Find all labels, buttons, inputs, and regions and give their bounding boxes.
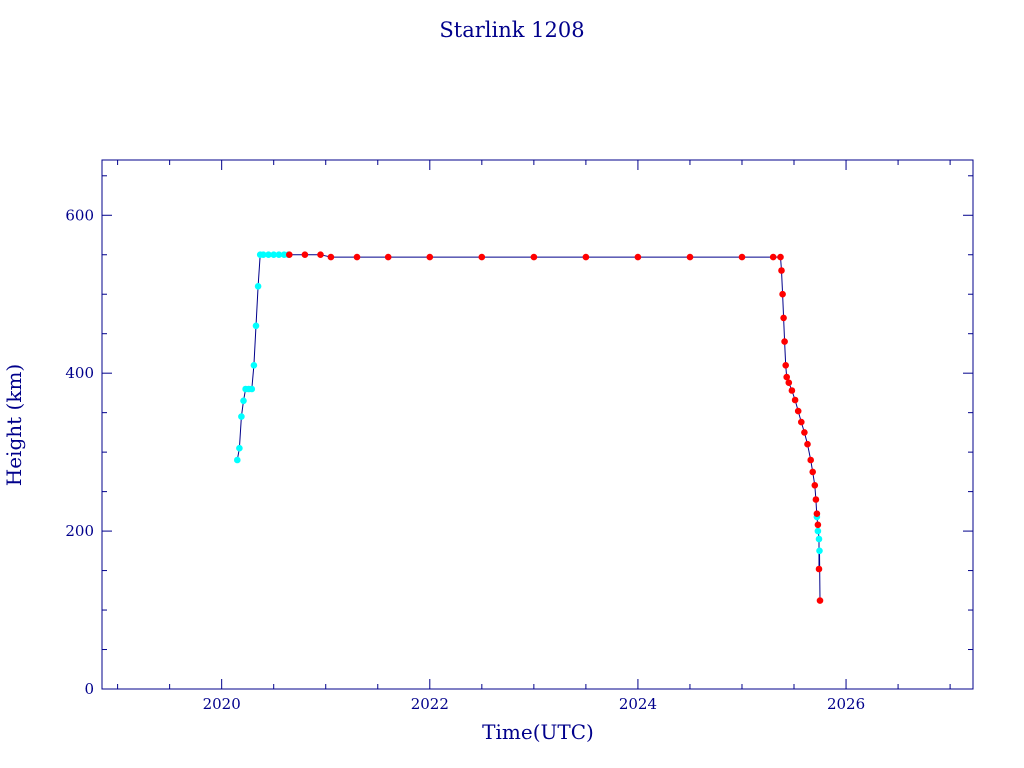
data-point-red [801, 429, 808, 436]
data-point-red [317, 251, 324, 258]
data-point-cyan [814, 527, 822, 535]
data-point-red [769, 253, 777, 261]
data-point-red [781, 338, 788, 345]
x-axis-label: Time(UTC) [482, 720, 594, 744]
data-point-cyan [234, 456, 241, 464]
y-axis-label: Height (km) [2, 364, 26, 486]
data-point-red [530, 253, 538, 261]
data-point-red [738, 253, 746, 261]
data-point-red [782, 362, 790, 369]
plot-frame [101, 159, 974, 690]
y-tick-label: 0 [84, 680, 94, 698]
data-point-cyan [248, 385, 256, 393]
data-point-cyan [240, 397, 247, 405]
data-point-red [804, 440, 811, 448]
data-point-red [815, 565, 823, 573]
data-point-red [778, 267, 785, 274]
data-point-red [814, 521, 822, 529]
x-tick-label: 2024 [619, 695, 657, 713]
data-point-cyan [236, 444, 243, 452]
data-point-red [327, 253, 335, 261]
data-point-red [812, 496, 820, 503]
y-tick-label: 400 [65, 364, 94, 382]
data-point-red [478, 253, 486, 261]
data-point-red [301, 251, 309, 258]
y-tick-label: 200 [65, 522, 94, 540]
data-point-red [777, 253, 784, 261]
data-point-red [807, 456, 815, 464]
data-point-cyan [254, 283, 262, 290]
data-point-cyan [250, 362, 258, 369]
tick-labels: 2020 2022 2024 2026 0 200 400 600 [65, 206, 865, 713]
data-point-red [582, 253, 590, 261]
axis-ticks [102, 160, 973, 690]
data-point-red [813, 510, 821, 518]
data-point-red [780, 314, 787, 322]
series-red [286, 251, 824, 604]
data-point-red [809, 468, 817, 476]
data-point-cyan [252, 322, 260, 330]
data-point-red [384, 253, 392, 261]
series-cyan [234, 251, 823, 555]
y-tick-label: 600 [65, 206, 94, 224]
data-point-red [353, 253, 361, 261]
data-point-red [779, 290, 786, 298]
data-point-red [788, 387, 796, 394]
data-point-red [816, 597, 824, 604]
data-point-cyan [816, 547, 823, 555]
data-point-cyan [238, 413, 245, 420]
x-tick-label: 2022 [411, 695, 449, 713]
data-point-red [791, 396, 799, 404]
x-tick-label: 2026 [827, 695, 865, 713]
data-point-red [286, 251, 293, 258]
data-point-red [426, 253, 434, 261]
data-point-red [811, 482, 819, 489]
data-point-red [794, 407, 802, 415]
x-tick-label: 2020 [203, 695, 241, 713]
data-point-red [634, 253, 642, 261]
data-point-red [785, 379, 793, 387]
data-point-cyan [815, 535, 823, 543]
chart-title: Starlink 1208 [439, 18, 584, 42]
height-trace-line [236, 254, 821, 601]
data-point-red [783, 373, 791, 381]
data-point-red [798, 418, 805, 426]
data-points [234, 251, 824, 604]
data-point-red [686, 253, 694, 261]
